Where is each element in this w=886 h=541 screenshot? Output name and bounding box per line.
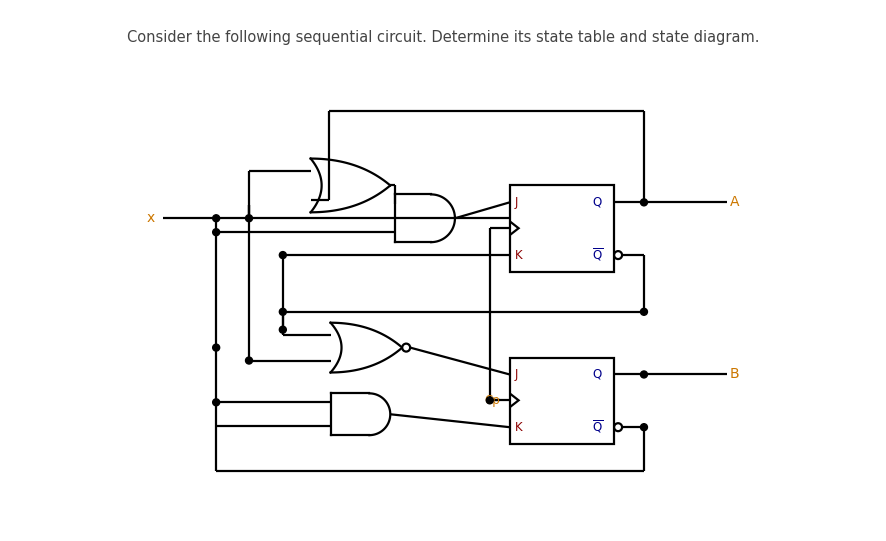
Bar <box>509 186 614 272</box>
Bar <box>509 358 614 444</box>
Circle shape <box>213 344 220 351</box>
Circle shape <box>279 252 286 259</box>
Circle shape <box>614 423 622 431</box>
Text: K: K <box>515 248 522 262</box>
Circle shape <box>245 215 253 222</box>
Text: Q: Q <box>592 368 602 381</box>
Text: Q: Q <box>592 196 602 209</box>
Circle shape <box>641 371 648 378</box>
Text: $\overline{\rm Q}$: $\overline{\rm Q}$ <box>592 247 603 263</box>
Text: x: x <box>146 212 154 225</box>
Text: Consider the following sequential circuit. Determine its state table and state d: Consider the following sequential circui… <box>127 30 759 45</box>
Circle shape <box>641 308 648 315</box>
Circle shape <box>279 326 286 333</box>
Circle shape <box>614 251 622 259</box>
Circle shape <box>279 308 286 315</box>
Text: $\overline{\rm Q}$: $\overline{\rm Q}$ <box>592 419 603 436</box>
Text: J: J <box>515 196 518 209</box>
Circle shape <box>486 397 494 404</box>
Circle shape <box>213 229 220 236</box>
Circle shape <box>402 344 410 352</box>
Circle shape <box>641 424 648 431</box>
Circle shape <box>245 357 253 364</box>
Circle shape <box>213 399 220 406</box>
Text: Cp: Cp <box>484 394 500 407</box>
Circle shape <box>641 199 648 206</box>
Text: A: A <box>729 195 739 209</box>
Circle shape <box>213 215 220 222</box>
Text: K: K <box>515 421 522 434</box>
Text: J: J <box>515 368 518 381</box>
Text: B: B <box>729 367 739 381</box>
